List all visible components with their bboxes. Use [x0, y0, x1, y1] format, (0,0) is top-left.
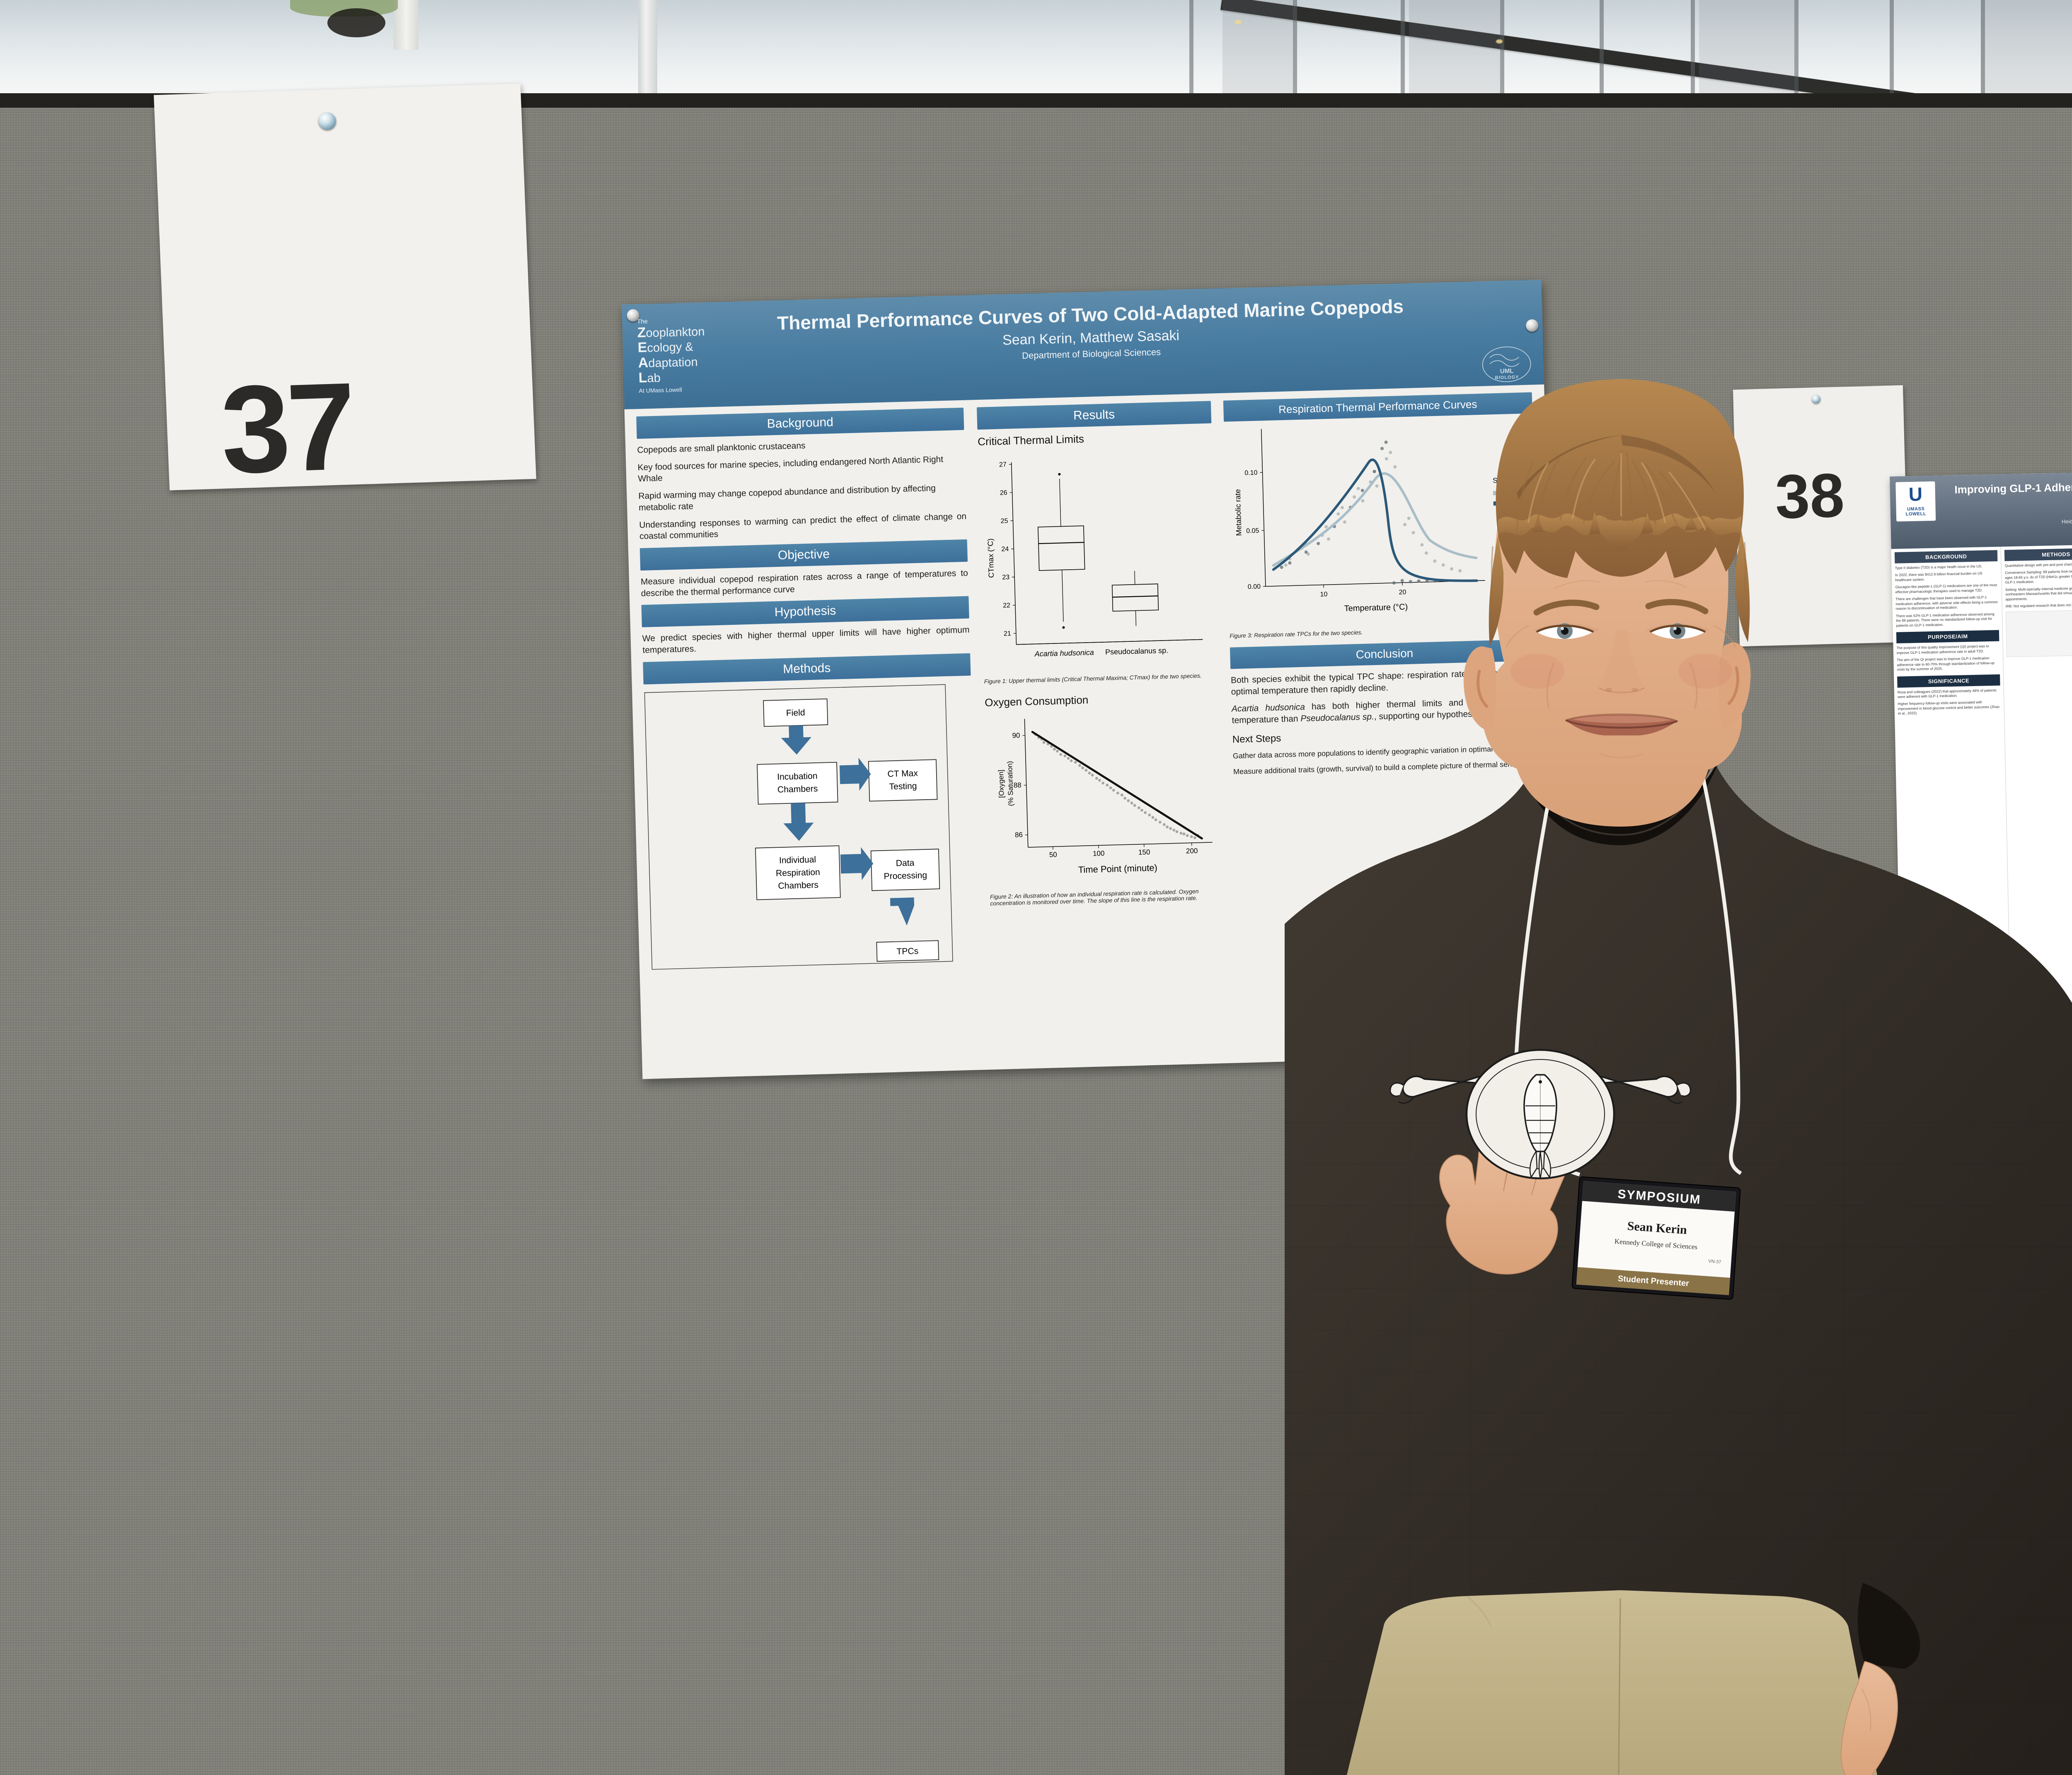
svg-text:VN-37: VN-37: [1708, 1259, 1721, 1265]
svg-text:21: 21: [1004, 630, 1011, 637]
svg-text:Individual: Individual: [779, 855, 816, 865]
svg-text:CTmax (°C): CTmax (°C): [986, 538, 996, 578]
svg-text:CT Max: CT Max: [887, 769, 918, 779]
svg-text:0.05: 0.05: [1246, 527, 1259, 535]
svg-text:Pseudocalanus sp.: Pseudocalanus sp.: [1105, 646, 1169, 656]
svg-text:Field: Field: [786, 708, 805, 718]
svg-text:25: 25: [1000, 518, 1008, 525]
svg-text:90: 90: [1012, 731, 1020, 740]
svg-text:TPCs: TPCs: [896, 946, 918, 956]
svg-text:27: 27: [999, 461, 1007, 468]
svg-text:22: 22: [1003, 602, 1010, 609]
svg-text:Chambers: Chambers: [777, 784, 818, 795]
svg-text:[Oxygen]: [Oxygen]: [997, 769, 1006, 798]
svg-text:200: 200: [1186, 847, 1198, 855]
svg-text:24: 24: [1001, 546, 1009, 553]
svg-text:88: 88: [1014, 781, 1021, 789]
svg-text:Incubation: Incubation: [777, 771, 818, 782]
svg-text:Respiration: Respiration: [776, 868, 820, 878]
svg-text:Processing: Processing: [884, 871, 927, 881]
svg-text:Acartia hudsonica: Acartia hudsonica: [1034, 648, 1094, 658]
svg-text:100: 100: [1093, 849, 1105, 858]
svg-text:0.10: 0.10: [1244, 469, 1258, 477]
svg-text:(% Saturation): (% Saturation): [1006, 761, 1015, 806]
svg-text:Testing: Testing: [889, 781, 917, 792]
svg-text:Data: Data: [896, 858, 915, 868]
svg-text:Time Point (minute): Time Point (minute): [1078, 863, 1157, 875]
svg-text:150: 150: [1138, 848, 1150, 856]
svg-text:0.00: 0.00: [1248, 583, 1261, 591]
svg-text:86: 86: [1015, 831, 1023, 839]
svg-text:50: 50: [1049, 851, 1057, 859]
svg-text:Chambers: Chambers: [778, 880, 818, 891]
svg-text:26: 26: [1000, 489, 1007, 496]
svg-text:Metabolic rate: Metabolic rate: [1234, 489, 1243, 536]
svg-text:23: 23: [1002, 574, 1009, 581]
